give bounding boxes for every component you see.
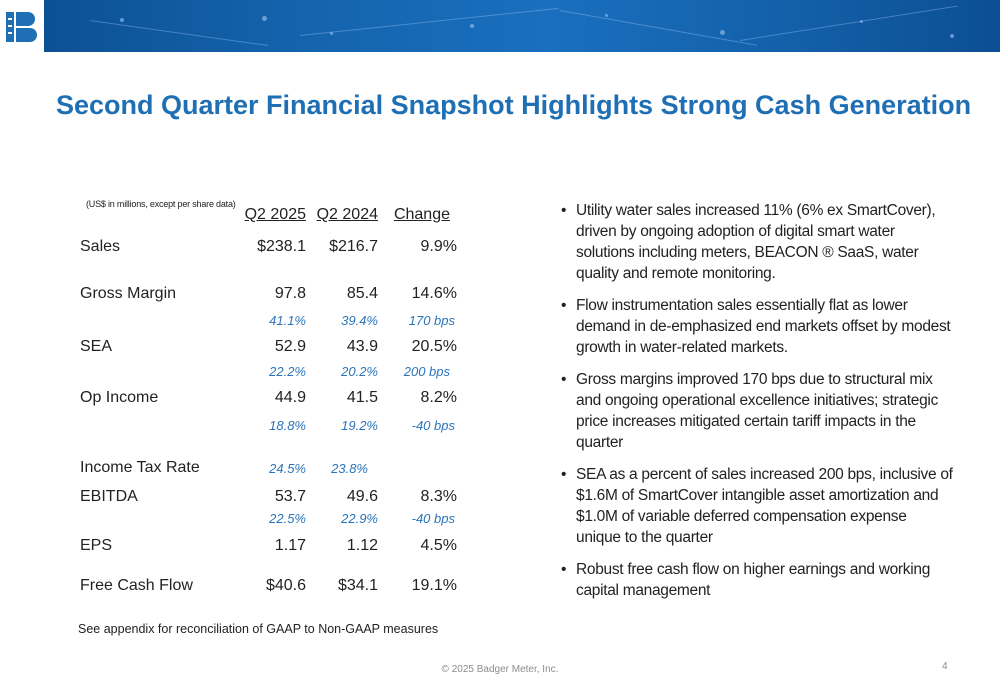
table-cell: $34.1 — [337, 577, 378, 594]
row-label-gross-margin: Gross Margin — [80, 285, 177, 302]
tax-rate-value: 23.8% — [331, 461, 368, 476]
margin-change: -40 bps — [411, 511, 455, 526]
table-cell: 20.5% — [411, 338, 457, 355]
table-cell: 14.6% — [411, 285, 457, 302]
badger-logo-icon — [6, 12, 37, 42]
table-cell: 1.17 — [274, 537, 306, 554]
table-cell: 41.5 — [346, 389, 378, 406]
margin-percent: 22.2% — [269, 364, 306, 379]
table-cell: $238.1 — [257, 238, 306, 255]
table-cell: 1.12 — [346, 537, 378, 554]
margin-change: 200 bps — [403, 364, 450, 379]
row-label-sea: SEA — [80, 338, 113, 355]
row-label-ebitda: EBITDA — [80, 488, 138, 505]
margin-percent: 18.8% — [269, 418, 306, 433]
bullet-item: Gross margins improved 170 bps due to st… — [560, 369, 955, 453]
row-label-op-income: Op Income — [80, 389, 159, 406]
company-logo — [0, 0, 44, 52]
margin-percent: 39.4% — [341, 313, 378, 328]
page-number: 4 — [942, 661, 948, 672]
table-cell: 53.7 — [274, 488, 306, 505]
margin-change: -40 bps — [411, 418, 455, 433]
table-cell: 52.9 — [274, 338, 306, 355]
bullet-item: Robust free cash flow on higher earnings… — [560, 559, 955, 601]
table-cell: 19.1% — [411, 577, 457, 594]
col-header-q2-2025: Q2 2025 — [244, 206, 306, 223]
row-label-income-tax-rate: Income Tax Rate — [80, 459, 200, 476]
table-cell: 97.8 — [274, 285, 306, 302]
table-cell: 8.3% — [420, 488, 457, 505]
margin-percent: 22.9% — [341, 511, 378, 526]
table-cell: 44.9 — [274, 389, 306, 406]
col-header-change: Change — [393, 206, 450, 223]
bullet-item: Utility water sales increased 11% (6% ex… — [560, 200, 955, 284]
row-label-sales: Sales — [80, 238, 121, 255]
table-cell: $216.7 — [329, 238, 378, 255]
margin-percent: 41.1% — [269, 313, 306, 328]
copyright-text: © 2025 Badger Meter, Inc. — [441, 664, 559, 675]
table-cell: 4.5% — [420, 537, 457, 554]
col-header-q2-2024: Q2 2024 — [316, 206, 378, 223]
bullet-item: Flow instrumentation sales essentially f… — [560, 295, 955, 358]
reconciliation-footnote: See appendix for reconciliation of GAAP … — [78, 622, 439, 636]
table-cell: 8.2% — [420, 389, 457, 406]
tax-rate-value: 24.5% — [269, 461, 306, 476]
table-cell: 43.9 — [346, 338, 378, 355]
row-label-free-cash-flow: Free Cash Flow — [80, 577, 193, 594]
margin-percent: 19.2% — [341, 418, 378, 433]
table-cell: $40.6 — [265, 577, 306, 594]
units-note: (US$ in millions, except per share data) — [86, 199, 236, 209]
slide-title: Second Quarter Financial Snapshot Highli… — [56, 90, 972, 120]
margin-change: 170 bps — [408, 313, 455, 328]
table-cell: 85.4 — [346, 285, 378, 302]
bullet-item: SEA as a percent of sales increased 200 … — [560, 464, 955, 548]
table-cell: 49.6 — [346, 488, 378, 505]
margin-percent: 20.2% — [341, 364, 378, 379]
header-banner — [0, 0, 1000, 52]
row-label-eps: EPS — [80, 537, 113, 554]
margin-percent: 22.5% — [269, 511, 306, 526]
table-cell: 9.9% — [420, 238, 457, 255]
highlights-list: Utility water sales increased 11% (6% ex… — [560, 200, 955, 612]
